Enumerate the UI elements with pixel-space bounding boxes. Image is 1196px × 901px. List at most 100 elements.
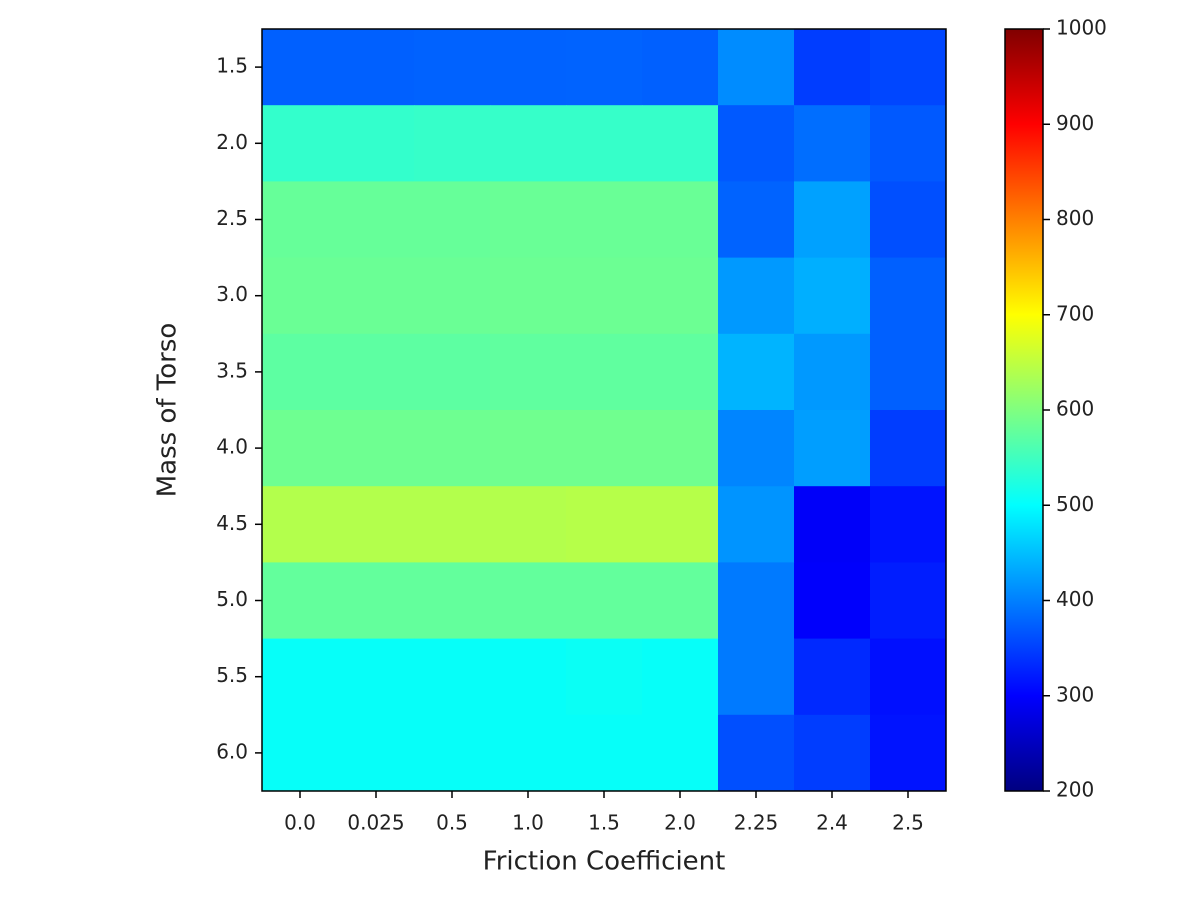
heatmap-cell <box>338 181 415 259</box>
heatmap-cell <box>794 714 871 792</box>
heatmap-cell <box>490 105 567 182</box>
x-tick-label: 0.025 <box>347 811 404 835</box>
heatmap-cell <box>718 638 795 716</box>
heatmap-cell <box>642 257 719 335</box>
heatmap-cell <box>642 333 719 411</box>
heatmap-cell <box>490 714 567 792</box>
colorbar <box>1004 28 1044 792</box>
heatmap-cell <box>642 486 719 563</box>
heatmap-cell <box>794 29 871 106</box>
heatmap-cell <box>718 333 795 411</box>
heatmap-cell <box>566 257 643 335</box>
heatmap-cell <box>718 410 795 487</box>
heatmap-cell <box>794 105 871 182</box>
y-tick-label: 4.0 <box>216 435 248 459</box>
heatmap-cell <box>794 410 871 487</box>
colorbar-tick-label: 200 <box>1056 778 1094 802</box>
heatmap-cell <box>262 333 339 411</box>
heatmap-cell <box>566 410 643 487</box>
heatmap-cell <box>414 105 491 182</box>
heatmap-cell <box>870 29 947 106</box>
heatmap-cell <box>718 562 795 640</box>
heatmap-cell <box>870 333 947 411</box>
heatmap-cell <box>718 257 795 335</box>
colorbar-tick-label: 800 <box>1056 206 1094 230</box>
heatmap-cell <box>718 486 795 563</box>
heatmap-cell <box>338 714 415 792</box>
heatmap <box>262 29 947 792</box>
colorbar-tick-label: 1000 <box>1056 16 1107 40</box>
colorbar-tick-label: 400 <box>1056 587 1094 611</box>
heatmap-cell <box>794 333 871 411</box>
heatmap-cell <box>414 29 491 106</box>
y-tick-label: 5.0 <box>216 587 248 611</box>
heatmap-cell <box>566 105 643 182</box>
heatmap-cell <box>718 714 795 792</box>
heatmap-cell <box>414 257 491 335</box>
heatmap-cell <box>338 333 415 411</box>
heatmap-cell <box>338 486 415 563</box>
y-tick-label: 3.0 <box>216 282 248 306</box>
heatmap-cell <box>414 714 491 792</box>
heatmap-cell <box>718 29 795 106</box>
heatmap-cell <box>566 486 643 563</box>
colorbar-tick-label: 600 <box>1056 397 1094 421</box>
heatmap-cell <box>262 714 339 792</box>
heatmap-cell <box>870 638 947 716</box>
heatmap-cell <box>566 562 643 640</box>
heatmap-cell <box>794 638 871 716</box>
x-tick-label: 2.25 <box>734 811 779 835</box>
heatmap-cell <box>414 333 491 411</box>
heatmap-cell <box>414 562 491 640</box>
heatmap-cell <box>566 181 643 259</box>
heatmap-cell <box>414 410 491 487</box>
heatmap-cell <box>870 410 947 487</box>
heatmap-cell <box>642 562 719 640</box>
heatmap-cell <box>490 562 567 640</box>
y-tick-label: 3.5 <box>216 358 248 382</box>
heatmap-cell <box>262 105 339 182</box>
heatmap-cell <box>338 562 415 640</box>
y-tick-label: 6.0 <box>216 739 248 763</box>
heatmap-cell <box>338 29 415 106</box>
heatmap-cell <box>262 181 339 259</box>
x-tick-label: 2.4 <box>816 811 848 835</box>
y-axis-label: Mass of Torso <box>153 323 183 498</box>
heatmap-cell <box>566 29 643 106</box>
heatmap-cell <box>718 105 795 182</box>
heatmap-cell <box>566 714 643 792</box>
heatmap-cell <box>414 638 491 716</box>
colorbar-tick-label: 900 <box>1056 111 1094 135</box>
heatmap-cell <box>262 562 339 640</box>
heatmap-cell <box>490 181 567 259</box>
heatmap-cell <box>794 257 871 335</box>
heatmap-cell <box>262 410 339 487</box>
heatmap-cell <box>490 410 567 487</box>
heatmap-cell <box>870 714 947 792</box>
heatmap-cell <box>642 714 719 792</box>
heatmap-cell <box>870 257 947 335</box>
y-tick-label: 4.5 <box>216 511 248 535</box>
heatmap-cell <box>414 181 491 259</box>
colorbar-tick-label: 500 <box>1056 492 1094 516</box>
y-tick-label: 2.5 <box>216 206 248 230</box>
heatmap-cell <box>262 29 339 106</box>
colorbar-tick-label: 700 <box>1056 301 1094 325</box>
heatmap-cell <box>642 410 719 487</box>
y-tick-label: 5.5 <box>216 663 248 687</box>
heatmap-cell <box>338 257 415 335</box>
heatmap-cell <box>338 105 415 182</box>
heatmap-cell <box>794 181 871 259</box>
heatmap-cell <box>414 486 491 563</box>
heatmap-cell <box>642 105 719 182</box>
x-tick-label: 1.5 <box>588 811 620 835</box>
heatmap-cell <box>794 486 871 563</box>
y-tick-label: 1.5 <box>216 54 248 78</box>
heatmap-cell <box>870 562 947 640</box>
heatmap-cell <box>870 181 947 259</box>
heatmap-cell <box>338 410 415 487</box>
heatmap-cell <box>262 486 339 563</box>
y-tick-label: 2.0 <box>216 130 248 154</box>
x-axis-label: Friction Coefficient <box>483 847 726 877</box>
heatmap-cell <box>262 257 339 335</box>
